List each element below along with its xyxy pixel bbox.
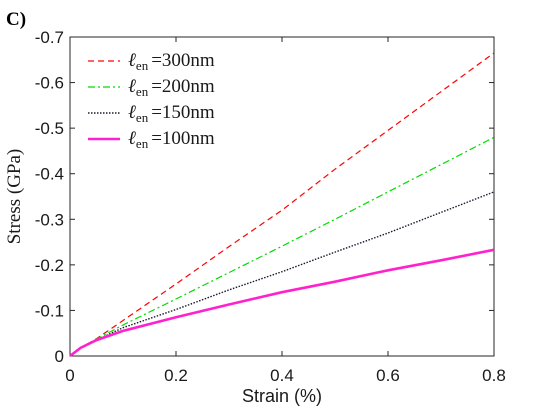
legend-entry: ℓen =200nm: [128, 76, 215, 99]
x-tick-label: 0.4: [270, 366, 294, 385]
series-line-2: [69, 136, 495, 357]
x-axis-label: Strain (%): [242, 386, 322, 406]
legend-entry: ℓen =150nm: [128, 102, 215, 125]
legend-entry: ℓen =100nm: [128, 128, 215, 151]
x-tick-label: 0.8: [482, 366, 506, 385]
y-tick-label: -0.1: [35, 301, 64, 320]
legend: ℓen =300nm ℓen =200nm ℓen =150nm ℓen =100nm: [88, 50, 215, 151]
y-tick-label: -0.4: [35, 165, 64, 184]
x-axis-ticks: 0 0.2 0.4 0.6 0.8: [65, 37, 506, 385]
y-tick-label: -0.7: [35, 28, 64, 47]
y-axis-label: Stress (GPa): [4, 149, 25, 245]
y-tick-label: -0.6: [35, 74, 64, 93]
series-line-4: [69, 248, 495, 358]
series-line-3: [69, 191, 495, 357]
y-tick-label: -0.3: [35, 210, 64, 229]
legend-entry: ℓen =300nm: [128, 50, 215, 73]
series-line-1: [69, 52, 495, 357]
series-group: [69, 52, 495, 358]
x-tick-label: 0.6: [376, 366, 400, 385]
y-tick-label: 0: [55, 347, 64, 366]
panel-label: C): [6, 9, 26, 30]
y-axis-ticks: 0 -0.1 -0.2 -0.3 -0.4 -0.5 -0.6 -0.7: [35, 28, 494, 366]
y-tick-label: -0.2: [35, 256, 64, 275]
x-tick-label: 0.2: [164, 366, 188, 385]
x-tick-label: 0: [65, 366, 74, 385]
y-tick-label: -0.5: [35, 119, 64, 138]
